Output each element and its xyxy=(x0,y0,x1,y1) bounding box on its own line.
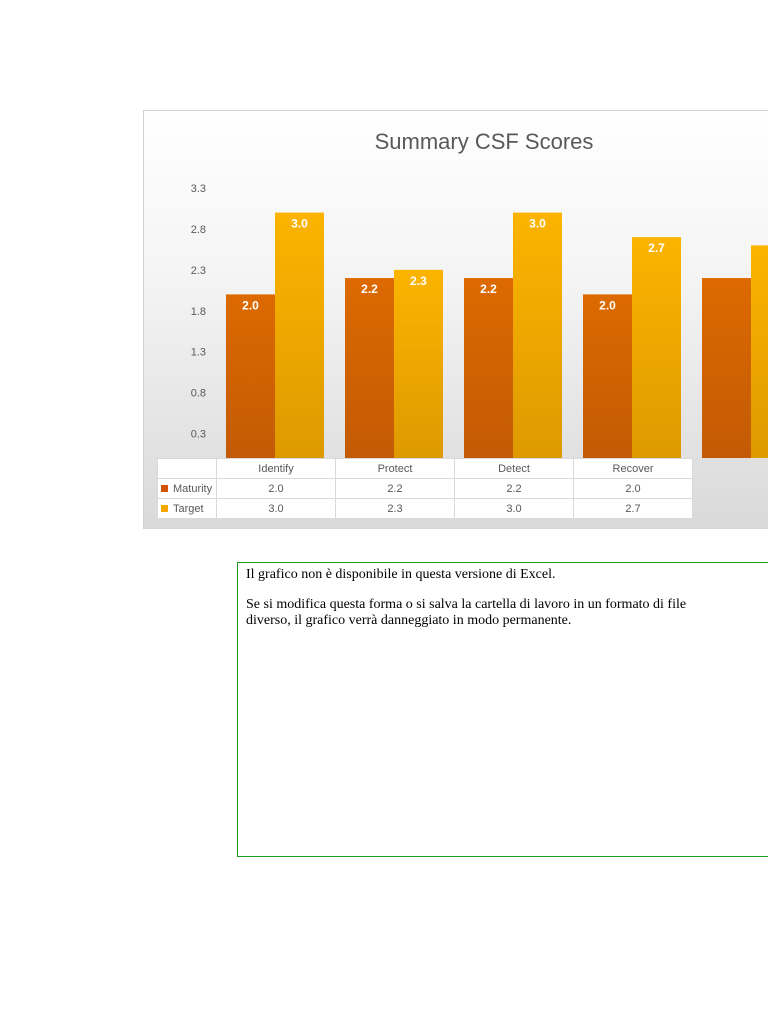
bar-maturity-recover[interactable] xyxy=(583,294,632,458)
data-label: 2.2 xyxy=(361,282,378,296)
bar-target-recover[interactable] xyxy=(632,237,681,458)
data-table: Identify Protect Detect Recover Maturity… xyxy=(157,458,693,519)
chart-area[interactable]: Summary CSF Scores 3.3 2.8 2.3 1.8 1.3 0.8 0.3… xyxy=(143,110,768,529)
table-cell: 2.2 xyxy=(454,478,574,499)
warning-line-1: Il grafico non è disponibile in questa v… xyxy=(246,567,556,582)
table-row-maturity: Maturity 2.0 2.2 2.2 2.0 xyxy=(157,478,693,499)
bar-target-identify[interactable] xyxy=(275,212,324,458)
legend-swatch-maturity xyxy=(161,485,168,493)
legend-maturity: Maturity xyxy=(157,478,217,499)
y-tick-label: 1.3 xyxy=(191,347,206,359)
table-header-cell: Detect xyxy=(454,458,574,479)
y-tick-label: 2.8 xyxy=(191,224,206,236)
y-tick-label: 1.8 xyxy=(191,306,206,318)
legend-swatch-target xyxy=(161,505,168,513)
legend-label: Target xyxy=(173,502,204,515)
legend-target: Target xyxy=(157,498,217,519)
bar-maturity-identify[interactable] xyxy=(226,294,275,458)
legend-label: Maturity xyxy=(173,482,213,495)
y-tick-label: 0.3 xyxy=(191,428,206,440)
data-label: 2.2 xyxy=(480,282,497,296)
warning-line-2: Se si modifica questa forma o si salva l… xyxy=(246,597,687,628)
table-cell: 2.2 xyxy=(335,478,455,499)
y-tick-label: 2.3 xyxy=(191,265,206,277)
data-label: 2.0 xyxy=(242,298,259,312)
chart-unavailable-placeholder[interactable]: Il grafico non è disponibile in questa v… xyxy=(237,562,768,857)
table-header-row: Identify Protect Detect Recover xyxy=(157,458,693,479)
table-header-cell: Identify xyxy=(216,458,336,479)
table-cell: 2.7 xyxy=(573,498,693,519)
bar-maturity-partial[interactable] xyxy=(702,278,751,458)
y-tick-label: 3.3 xyxy=(191,183,206,195)
table-cell: 3.0 xyxy=(454,498,574,519)
table-header-cell: Recover xyxy=(573,458,693,479)
chart-plot: 3.3 2.8 2.3 1.8 1.3 0.8 0.3 2.0 3.0 2.2 2.3 2.2 3.0… xyxy=(191,183,768,458)
data-label: 2.0 xyxy=(599,298,616,312)
table-corner xyxy=(157,458,217,479)
data-label: 3.0 xyxy=(529,217,546,231)
table-cell: 2.0 xyxy=(573,478,693,499)
data-label: 3.0 xyxy=(291,217,308,231)
bar-target-partial[interactable] xyxy=(751,245,768,458)
chart-title: Summary CSF Scores xyxy=(374,129,594,154)
bar-target-detect[interactable] xyxy=(513,212,562,458)
bar-maturity-protect[interactable] xyxy=(345,278,394,458)
data-label: 2.7 xyxy=(648,241,665,255)
table-row-target: Target 3.0 2.3 3.0 2.7 xyxy=(157,498,693,519)
bar-target-protect[interactable] xyxy=(394,269,443,458)
data-label: 2.3 xyxy=(410,274,427,288)
y-tick-label: 0.8 xyxy=(191,388,206,400)
table-cell: 2.0 xyxy=(216,478,336,499)
table-cell: 2.3 xyxy=(335,498,455,519)
table-header-cell: Protect xyxy=(335,458,455,479)
table-cell: 3.0 xyxy=(216,498,336,519)
bar-maturity-detect[interactable] xyxy=(464,278,513,458)
